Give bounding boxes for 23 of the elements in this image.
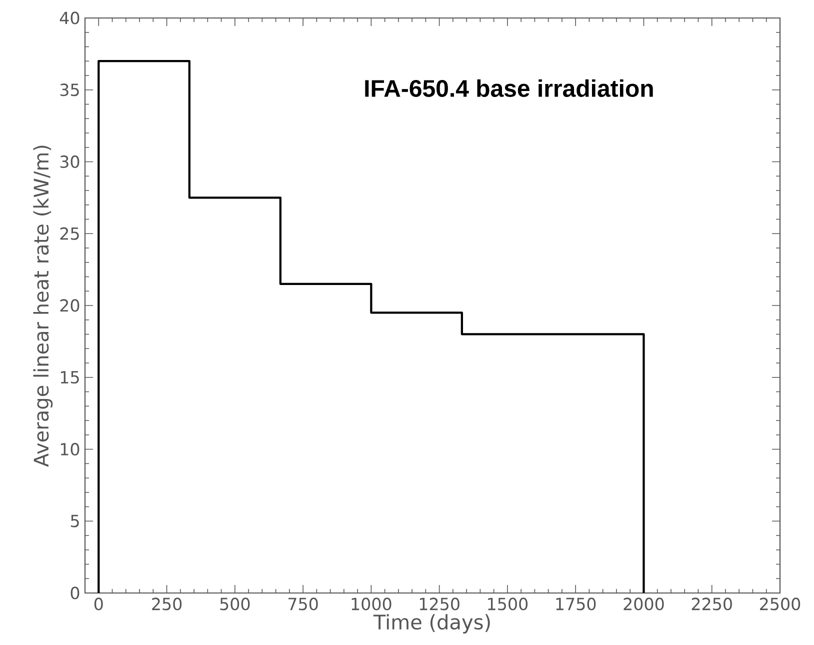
y-tick-label: 40 <box>60 12 80 24</box>
x-tick-label: 2000 <box>624 598 664 610</box>
y-tick-label: 30 <box>60 155 80 168</box>
x-tick-label: 1500 <box>488 598 528 610</box>
y-tick-label: 10 <box>60 442 80 456</box>
y-axis-title: Average linear heat rate (kW/m) <box>33 146 53 467</box>
y-tick-label: 15 <box>60 371 79 384</box>
x-tick-label: 0 <box>94 598 103 610</box>
y-tick-label: 25 <box>60 227 79 240</box>
x-tick-label: 750 <box>288 598 318 610</box>
x-tick-label: 2500 <box>760 598 800 610</box>
y-tick-label: 0 <box>70 586 80 600</box>
x-tick-label: 1750 <box>556 598 596 610</box>
text: IFA-650.4 base irradiation <box>365 79 653 97</box>
x-tick-label: 1250 <box>420 598 460 610</box>
x-tick-label: 500 <box>220 598 250 610</box>
x-tick-label: 1000 <box>352 598 392 610</box>
y-tick-label: 5 <box>70 514 79 528</box>
y-tick-label: 35 <box>60 84 79 96</box>
x-tick-label: 2250 <box>692 598 732 610</box>
y-tick-label: 20 <box>60 299 80 312</box>
x-tick-label: 250 <box>152 598 182 610</box>
x-axis-title: Time (days) <box>373 614 490 634</box>
